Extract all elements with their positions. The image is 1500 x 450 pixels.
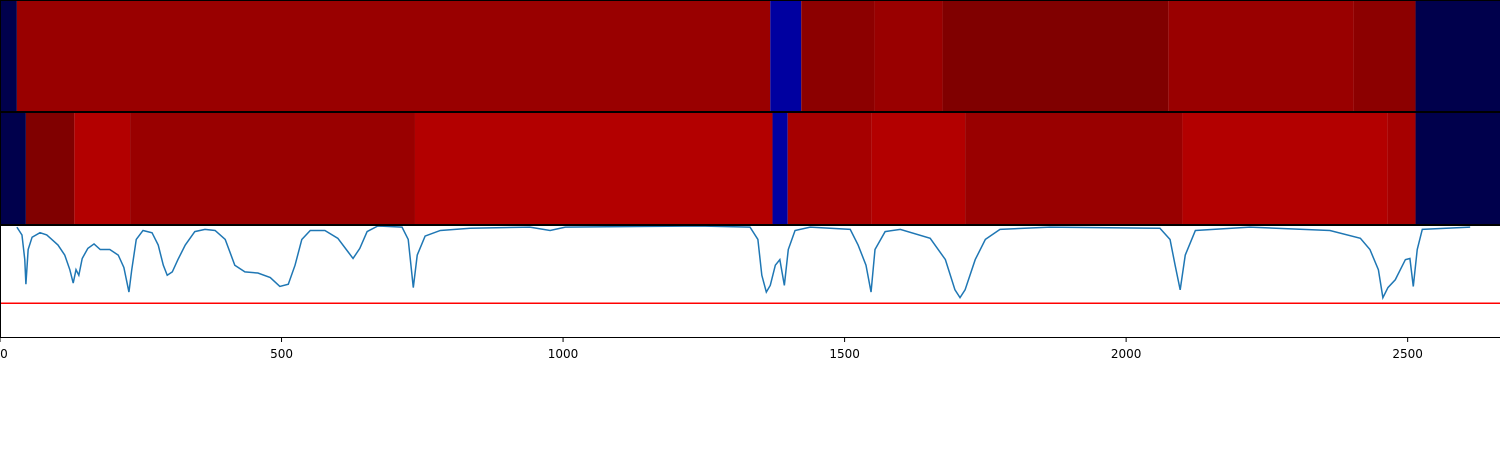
- segment: [787, 113, 872, 225]
- x-tick-label: 500: [270, 347, 293, 361]
- line-series: [16, 225, 1471, 301]
- panel-frame: [0, 225, 1500, 338]
- segment: [942, 1, 1169, 112]
- panel-frame: [0, 0, 1500, 112]
- segment: [770, 1, 802, 112]
- segment: [772, 113, 788, 225]
- segment: [1353, 1, 1416, 112]
- segment: [874, 1, 943, 112]
- segment: [0, 1, 17, 112]
- x-tick-label: 2500: [1392, 347, 1423, 361]
- segment: [130, 113, 415, 225]
- x-tick-label: 1500: [829, 347, 860, 361]
- x-tick-label: 0: [0, 347, 8, 361]
- segment: [16, 1, 771, 112]
- segment: [965, 113, 1183, 225]
- segment: [0, 113, 26, 225]
- segment: [801, 1, 875, 112]
- segment: [74, 113, 131, 225]
- x-tick-label: 1000: [548, 347, 579, 361]
- segment: [1387, 113, 1416, 225]
- panel-frame: [0, 112, 1500, 225]
- x-tick-label: 2000: [1111, 347, 1142, 361]
- segment: [1168, 1, 1354, 112]
- segment: [414, 113, 773, 225]
- segment: [871, 113, 966, 225]
- segment: [1415, 1, 1500, 112]
- segment: [1415, 113, 1500, 225]
- segment: [25, 113, 75, 225]
- segment: [1182, 113, 1388, 225]
